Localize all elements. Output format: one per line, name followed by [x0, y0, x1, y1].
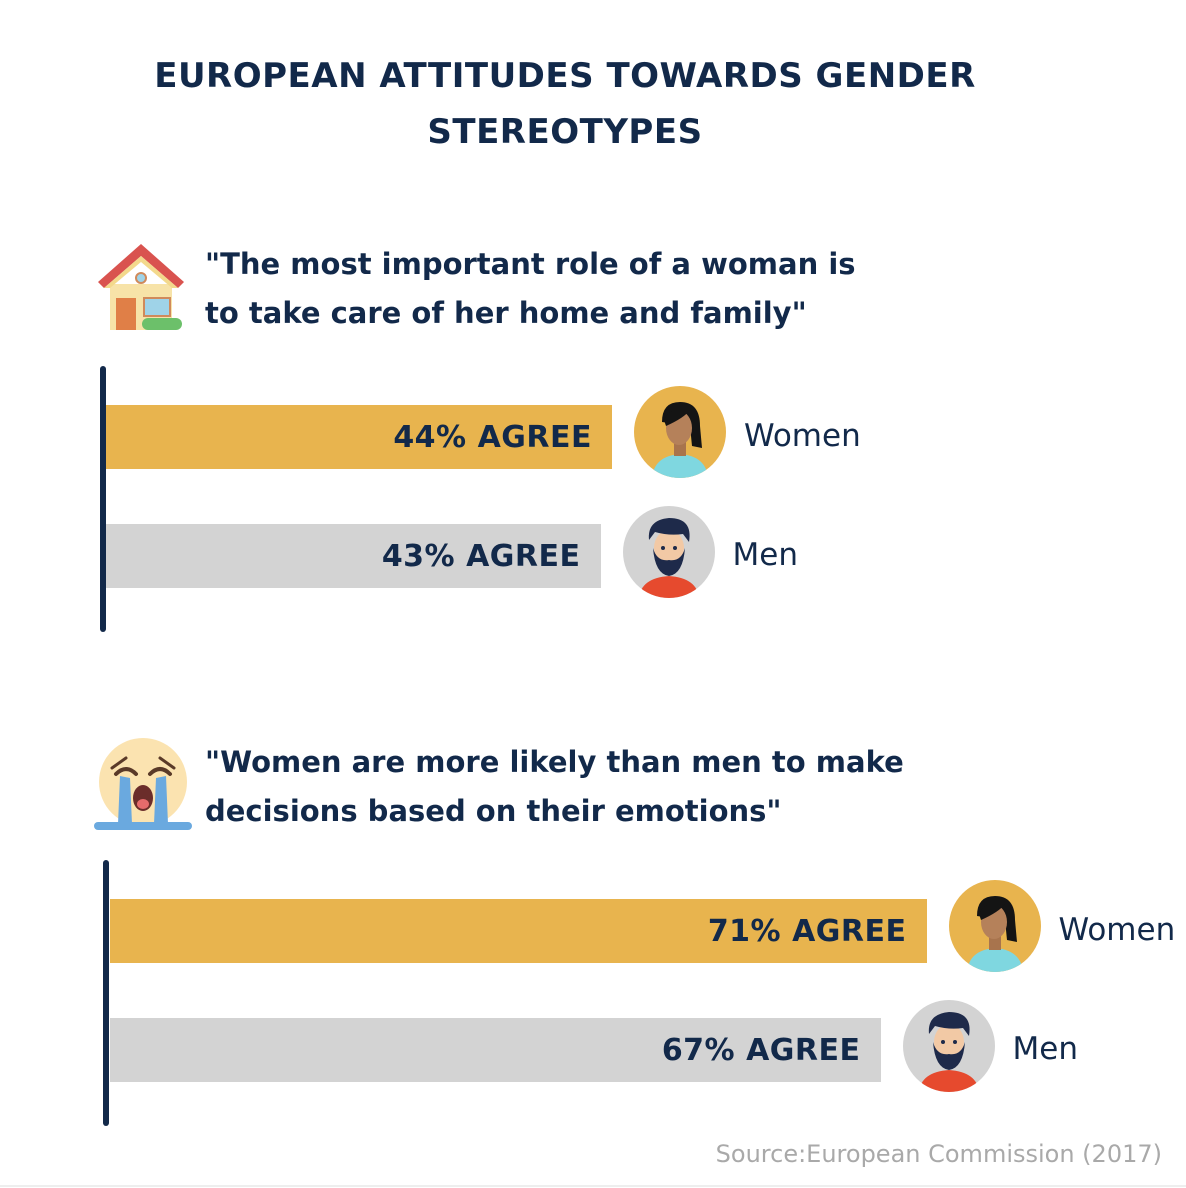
title-line-2: STEREOTYPES — [427, 112, 703, 152]
chart-1-question-line-2: to take care of her home and family" — [205, 296, 807, 330]
chart-2-bar-men: 67% AGREE — [110, 1018, 881, 1082]
chart-2-category-women: Women — [1058, 912, 1176, 948]
source-note: Source:European Commission (2017) — [715, 1140, 1162, 1168]
chart-1-axis — [100, 366, 106, 632]
chart-2-question-line-1: "Women are more likely than men to make — [205, 745, 904, 779]
chart-2-bar-women-label: 71% AGREE — [707, 913, 907, 949]
chart-1-bar-men-label: 43% AGREE — [381, 538, 581, 574]
chart-1-bar-women: 44% AGREE — [106, 405, 612, 469]
man-avatar-icon — [902, 1000, 995, 1092]
page-title: EUROPEAN ATTITUDES TOWARDS GENDER STEREO… — [0, 48, 1130, 160]
house-icon — [98, 244, 184, 330]
title-line-1: EUROPEAN ATTITUDES TOWARDS GENDER — [154, 56, 976, 96]
chart-1-category-women: Women — [744, 418, 861, 454]
chart-1-bar-women-label: 44% AGREE — [393, 419, 592, 455]
woman-avatar-icon — [634, 386, 726, 478]
footer-divider — [0, 1185, 1186, 1187]
chart-1-category-men: Men — [732, 537, 798, 573]
man-avatar-icon — [622, 506, 715, 598]
chart-2-category-men: Men — [1012, 1031, 1078, 1067]
woman-avatar-icon — [948, 880, 1041, 972]
chart-1-question: "The most important role of a woman is t… — [205, 240, 856, 338]
chart-2-question-line-2: decisions based on their emotions" — [205, 794, 782, 828]
crying-face-icon — [94, 738, 192, 830]
chart-1-bar-men: 43% AGREE — [106, 524, 601, 588]
chart-2-question: "Women are more likely than men to make … — [205, 738, 904, 836]
chart-2-axis — [103, 860, 109, 1126]
chart-2-bar-women: 71% AGREE — [110, 899, 927, 963]
chart-1-question-line-1: "The most important role of a woman is — [205, 247, 856, 281]
chart-2-bar-men-label: 67% AGREE — [661, 1032, 861, 1068]
